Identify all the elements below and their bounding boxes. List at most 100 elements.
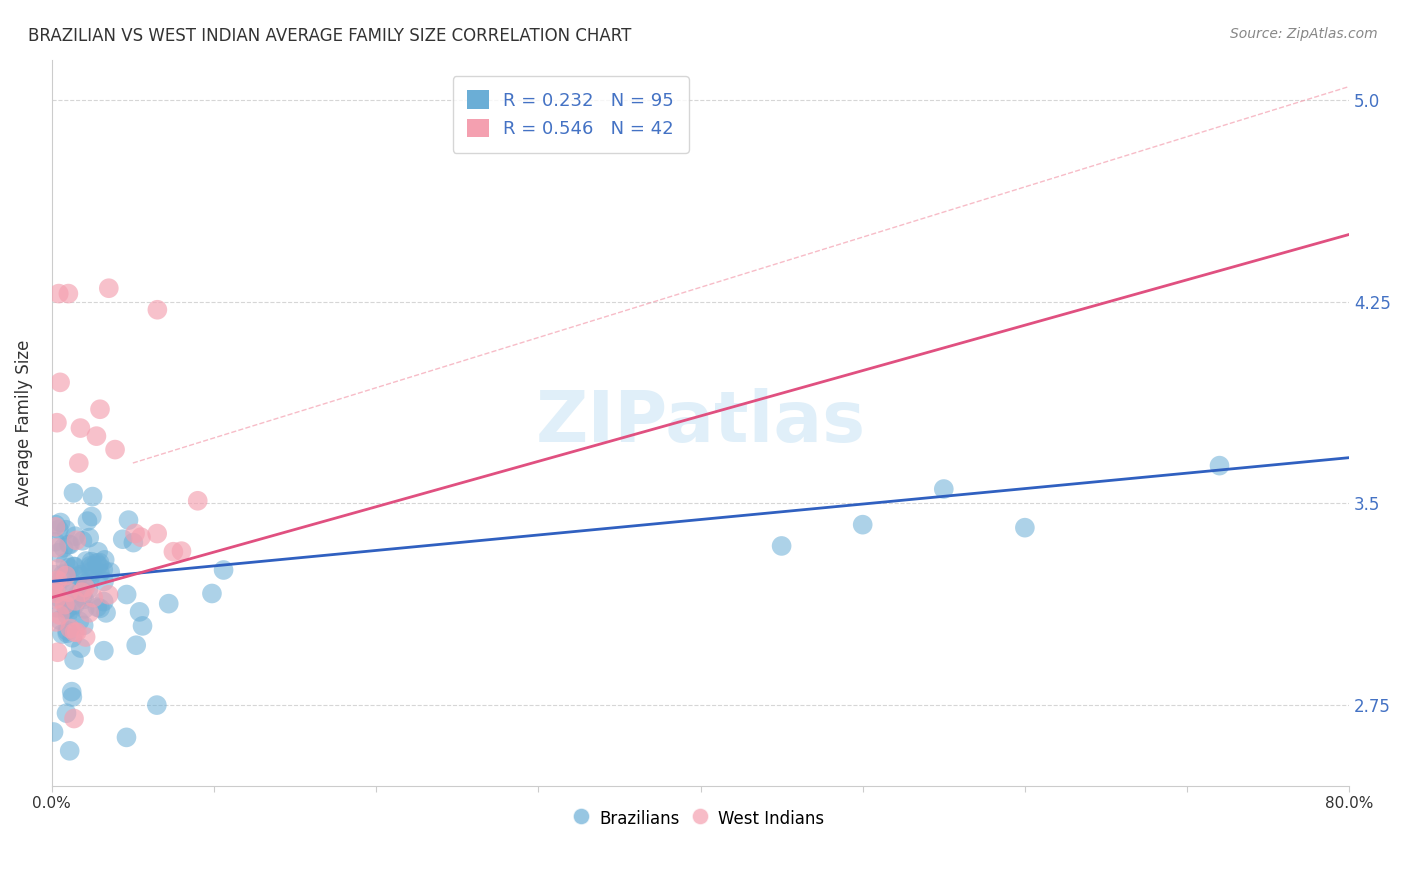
Point	[124, 526, 146, 541]
Y-axis label: Average Family Size: Average Family Size	[15, 340, 32, 506]
Point	[58, 537, 80, 551]
Point	[852, 517, 875, 532]
Point	[51, 572, 73, 586]
Point	[49, 376, 72, 390]
Point	[63, 529, 86, 543]
Point	[48, 546, 70, 560]
Point	[53, 598, 76, 612]
Point	[46, 416, 69, 430]
Point	[932, 482, 955, 496]
Point	[56, 624, 79, 638]
Point	[70, 583, 93, 598]
Point	[49, 516, 72, 530]
Point	[212, 563, 235, 577]
Point	[93, 574, 115, 589]
Point	[63, 559, 86, 574]
Point	[45, 582, 67, 596]
Point	[55, 568, 77, 582]
Point	[115, 731, 138, 745]
Point	[80, 555, 103, 569]
Point	[75, 581, 97, 595]
Point	[56, 602, 79, 616]
Point	[86, 556, 108, 570]
Point	[63, 653, 86, 667]
Point	[69, 641, 91, 656]
Point	[51, 627, 73, 641]
Point	[52, 567, 75, 582]
Point	[128, 605, 150, 619]
Point	[60, 684, 83, 698]
Point	[46, 561, 69, 575]
Point	[44, 567, 66, 582]
Point	[89, 556, 111, 570]
Point	[46, 573, 69, 587]
Point	[55, 556, 77, 570]
Point	[77, 606, 100, 620]
Point	[111, 532, 134, 546]
Point	[72, 590, 94, 604]
Point	[45, 541, 67, 555]
Point	[69, 567, 91, 582]
Point	[73, 618, 96, 632]
Point	[89, 566, 111, 581]
Point	[77, 531, 100, 545]
Point	[59, 538, 82, 552]
Point	[94, 606, 117, 620]
Point	[60, 631, 83, 645]
Point	[52, 541, 75, 555]
Point	[170, 544, 193, 558]
Point	[76, 514, 98, 528]
Point	[86, 429, 108, 443]
Point	[75, 554, 97, 568]
Point	[104, 442, 127, 457]
Point	[97, 588, 120, 602]
Point	[60, 603, 83, 617]
Point	[122, 535, 145, 549]
Point	[67, 614, 90, 628]
Point	[73, 601, 96, 615]
Point	[770, 539, 793, 553]
Point	[91, 563, 114, 577]
Legend: Brazilians, West Indians: Brazilians, West Indians	[571, 802, 831, 836]
Point	[73, 576, 96, 591]
Point	[69, 421, 91, 435]
Point	[42, 725, 65, 739]
Point	[45, 517, 67, 532]
Point	[65, 533, 87, 548]
Point	[146, 698, 169, 712]
Point	[42, 580, 65, 594]
Point	[72, 533, 94, 548]
Point	[49, 613, 72, 627]
Text: Source: ZipAtlas.com: Source: ZipAtlas.com	[1230, 27, 1378, 41]
Point	[1014, 521, 1036, 535]
Point	[48, 286, 70, 301]
Point	[117, 513, 139, 527]
Point	[65, 594, 87, 608]
Point	[46, 645, 69, 659]
Point	[67, 456, 90, 470]
Point	[82, 560, 104, 574]
Point	[77, 582, 100, 597]
Point	[67, 569, 90, 583]
Point	[87, 558, 110, 573]
Point	[46, 600, 69, 615]
Point	[67, 586, 90, 600]
Point	[80, 565, 103, 579]
Point	[45, 586, 67, 600]
Point	[59, 744, 82, 758]
Point	[63, 581, 86, 595]
Point	[86, 600, 108, 615]
Point	[79, 570, 101, 584]
Point	[75, 630, 97, 644]
Point	[55, 523, 77, 537]
Point	[73, 592, 96, 607]
Point	[129, 530, 152, 544]
Point	[48, 591, 70, 606]
Point	[82, 591, 104, 605]
Point	[60, 690, 83, 704]
Point	[93, 594, 115, 608]
Point	[44, 520, 66, 534]
Point	[62, 486, 84, 500]
Point	[59, 622, 82, 636]
Point	[131, 619, 153, 633]
